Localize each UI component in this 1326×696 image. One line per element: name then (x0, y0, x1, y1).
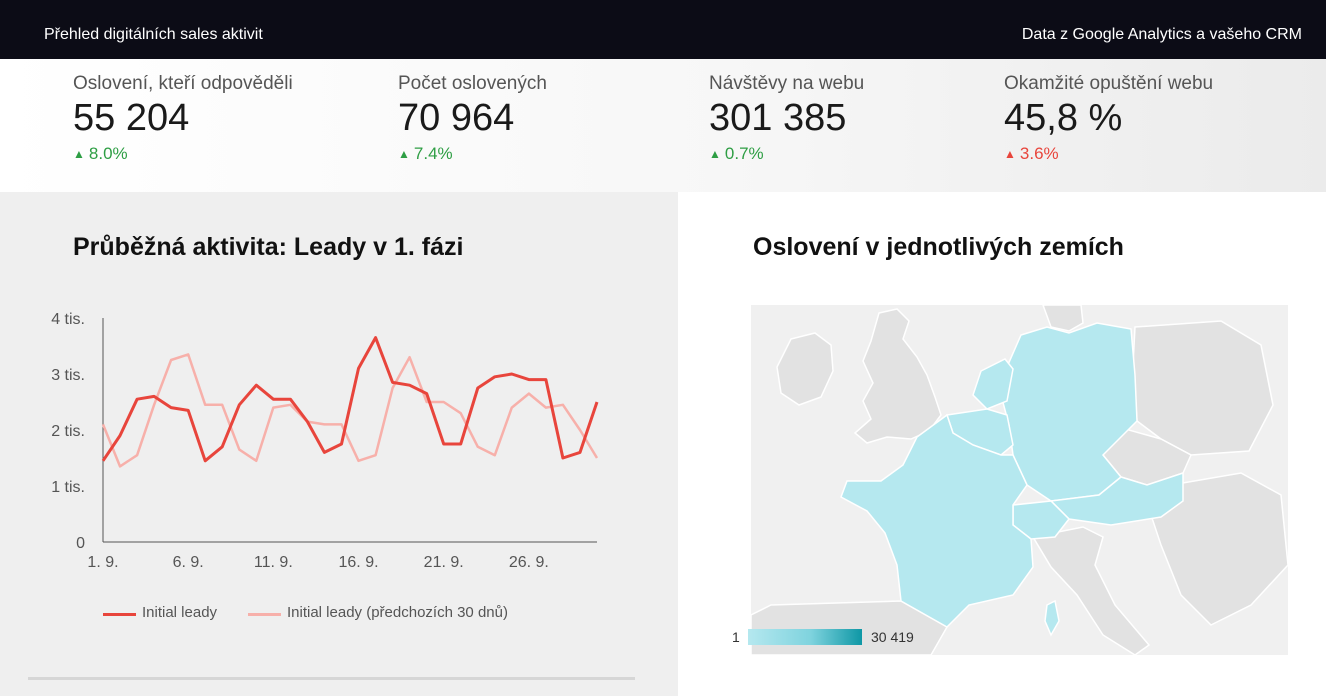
color-scale-bar (748, 629, 862, 645)
x-tick-label: 1. 9. (87, 554, 118, 571)
europe-map[interactable] (751, 305, 1288, 655)
arrow-up-icon: ▲ (1004, 147, 1016, 161)
x-tick-label: 6. 9. (173, 554, 204, 571)
kpi-delta: ▲ 3.6% (1004, 144, 1213, 164)
kpi-label: Návštěvy na webu (709, 73, 865, 94)
kpi-card-bounce-rate[interactable]: Okamžité opuštění webu 45,8 % ▲ 3.6% (1004, 73, 1213, 164)
map-country-at (1049, 471, 1184, 526)
kpi-label: Počet oslovených (398, 73, 547, 94)
kpi-delta-value: 8.0% (88, 144, 128, 163)
y-tick-label: 1 tis. (51, 479, 85, 496)
arrow-up-icon: ▲ (709, 147, 721, 161)
map-country-balkans (1150, 472, 1288, 626)
legend-item-current[interactable]: Initial leady (142, 604, 218, 621)
map-country-gb (853, 308, 942, 444)
kpi-value: 45,8 % (1004, 97, 1123, 139)
line-chart[interactable]: 0 1 tis. 2 tis. 3 tis. 4 tis. 1. 9. 6. 9. 11. 9… (0, 192, 678, 592)
top-bar: Přehled digitálních sales aktivit Data z… (0, 0, 1326, 59)
legend-item-previous[interactable]: Initial leady (předchozích 30 dnů) (287, 604, 508, 621)
legend-swatch-previous (248, 613, 281, 616)
kpi-delta-value: 0.7% (724, 144, 764, 163)
panel-divider (28, 677, 635, 680)
dashboard-title: Přehled digitálních sales aktivit (44, 26, 263, 43)
scale-max-label: 30 419 (871, 629, 914, 645)
map-country-dk (1042, 305, 1084, 332)
kpi-card-web-visits[interactable]: Návštěvy na webu 301 385 ▲ 0.7% (709, 73, 864, 164)
map-graphic (751, 305, 1288, 655)
x-tick-label: 26. 9. (509, 554, 549, 571)
kpi-label: Okamžité opuštění webu (1004, 73, 1214, 94)
kpi-delta: ▲ 0.7% (709, 144, 864, 164)
map-country-corsica (1044, 599, 1060, 637)
series-line-current (101, 336, 599, 463)
map-title: Oslovení v jednotlivých zemích (753, 233, 1124, 261)
x-tick-label: 11. 9. (254, 554, 293, 571)
kpi-card-contacted[interactable]: Počet oslovených 70 964 ▲ 7.4% (398, 73, 547, 164)
map-country-fr (840, 413, 1034, 628)
kpi-delta-value: 7.4% (413, 144, 453, 163)
map-country-it (1031, 526, 1151, 655)
kpi-label: Oslovení, kteří odpověděli (73, 73, 293, 94)
kpi-delta-value: 3.6% (1019, 144, 1059, 163)
kpi-card-responded[interactable]: Oslovení, kteří odpověděli 55 204 ▲ 8.0% (73, 73, 293, 164)
map-panel: Oslovení v jednotlivých zemích (678, 192, 1326, 696)
line-chart-title: Průběžná aktivita: Leady v 1. fázi (73, 233, 464, 261)
kpi-value: 55 204 (73, 97, 190, 139)
legend-swatch-current (103, 613, 136, 616)
series-line-previous (101, 353, 599, 468)
scale-min-label: 1 (732, 629, 740, 645)
x-tick-label: 21. 9. (424, 554, 464, 571)
arrow-up-icon: ▲ (398, 147, 410, 161)
arrow-up-icon: ▲ (73, 147, 85, 161)
x-tick-label: 16. 9. (339, 554, 379, 571)
data-source-note: Data z Google Analytics a vašeho CRM (1021, 26, 1302, 43)
kpi-delta: ▲ 8.0% (73, 144, 293, 164)
kpi-row: Oslovení, kteří odpověděli 55 204 ▲ 8.0% … (0, 59, 1326, 192)
kpi-value: 70 964 (398, 97, 515, 139)
y-tick-label: 3 tis. (51, 367, 85, 384)
y-tick-label: 4 tis. (51, 311, 85, 328)
kpi-value: 301 385 (709, 97, 847, 139)
y-tick-label: 2 tis. (51, 423, 85, 440)
kpi-delta: ▲ 7.4% (398, 144, 547, 164)
map-country-ie (776, 332, 834, 406)
line-chart-panel: Průběžná aktivita: Leady v 1. fázi 0 1 ti… (0, 192, 678, 696)
map-country-nl (972, 358, 1014, 410)
y-tick-label: 0 (76, 535, 85, 552)
